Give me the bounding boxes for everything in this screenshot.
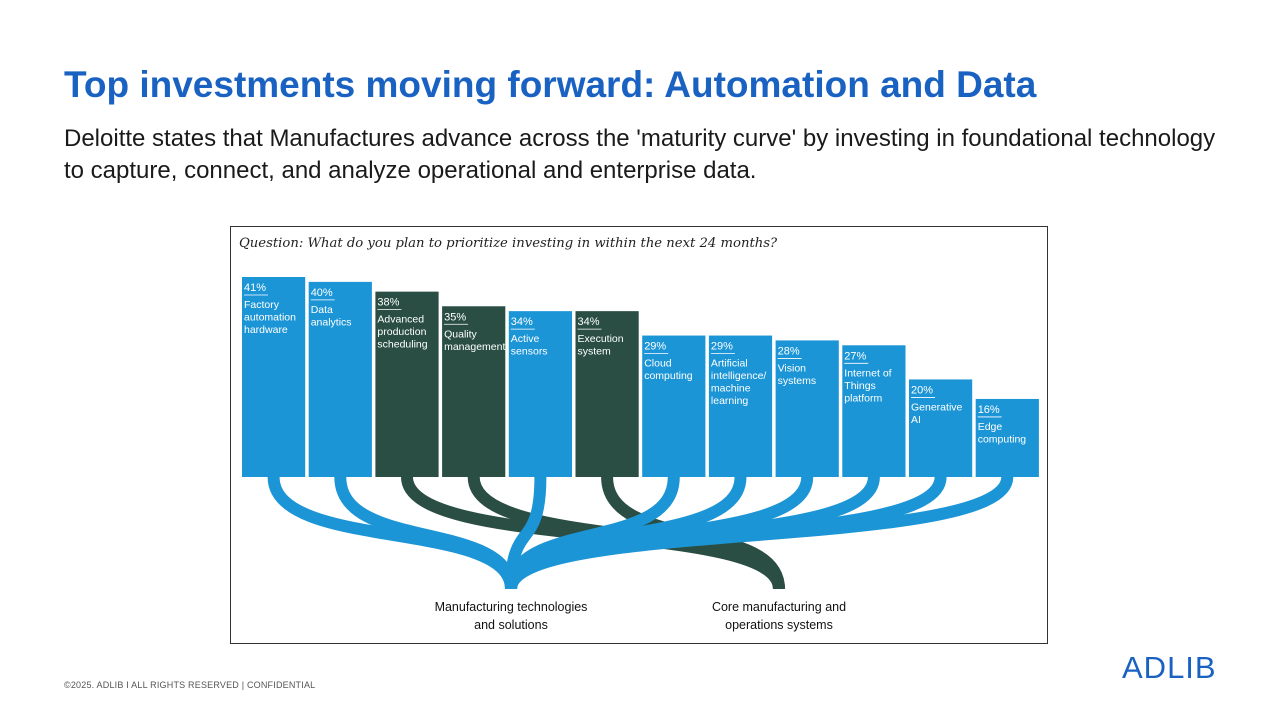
bar-category-label: Data xyxy=(311,304,333,316)
bar-category-label: automation xyxy=(244,312,296,324)
bar-category-label: Advanced xyxy=(377,314,424,326)
bar xyxy=(708,335,773,477)
bar-value-label: 20% xyxy=(911,384,933,396)
flow-ribbon xyxy=(334,476,517,590)
bar xyxy=(442,306,506,477)
bar-category-label: machine xyxy=(711,383,751,395)
chart-question-title: Question: What do you plan to prioritize… xyxy=(239,236,778,251)
bar-category-label: Edge xyxy=(978,421,1003,433)
bar-value-label: 29% xyxy=(644,341,666,353)
bar-category-label: Execution xyxy=(578,333,624,345)
bar xyxy=(909,379,973,477)
bar xyxy=(975,398,1039,477)
bar xyxy=(775,340,839,477)
bar-category-label: production xyxy=(377,326,426,338)
footer-copyright: ©2025. ADLIB I ALL RIGHTS RESERVED | CON… xyxy=(64,680,316,690)
bar xyxy=(575,311,639,477)
group-label: operations systems xyxy=(725,618,833,632)
bar-value-label: 34% xyxy=(511,316,533,328)
bar-category-label: platform xyxy=(844,392,882,404)
bar-value-label: 16% xyxy=(978,404,1000,416)
bar-value-label: 34% xyxy=(578,316,600,328)
bar-category-label: management xyxy=(444,341,505,353)
group-label: and solutions xyxy=(474,618,548,632)
bar-category-label: system xyxy=(578,346,612,358)
bar xyxy=(842,345,906,477)
bar-category-label: systems xyxy=(778,375,817,387)
flow-ribbon xyxy=(505,475,1014,591)
bar-category-label: analytics xyxy=(311,316,352,328)
bar-category-label: Generative xyxy=(911,401,963,413)
bar-value-label: 28% xyxy=(778,345,800,357)
bar-category-label: Vision xyxy=(778,362,807,374)
bar-value-label: 41% xyxy=(244,282,266,294)
group-label: Manufacturing technologies xyxy=(435,600,588,614)
bar-category-label: Quality xyxy=(444,328,477,340)
bar xyxy=(308,281,372,477)
slide-subtitle: Deloitte states that Manufactures advanc… xyxy=(64,125,1216,184)
bar-category-label: computing xyxy=(978,433,1027,445)
investment-priorities-chart: Question: What do you plan to prioritize… xyxy=(239,236,1039,632)
bar-category-label: Artificial xyxy=(711,358,748,370)
bar-category-label: Things xyxy=(844,380,876,392)
bar-value-label: 35% xyxy=(444,311,466,323)
bar xyxy=(242,277,306,477)
bar-category-label: sensors xyxy=(511,346,548,358)
bar-category-label: Factory xyxy=(244,299,280,311)
bar xyxy=(508,311,572,477)
slide-title: Top investments moving forward: Automati… xyxy=(64,64,1037,105)
bar-value-label: 27% xyxy=(844,350,866,362)
bar-category-label: computing xyxy=(644,370,693,382)
bar xyxy=(642,335,706,477)
chart-frame: Question: What do you plan to prioritize… xyxy=(230,226,1048,644)
group-label: Core manufacturing and xyxy=(712,600,846,614)
bar-category-label: Active xyxy=(511,333,540,345)
bar-category-label: Internet of xyxy=(844,367,891,379)
bar-value-label: 38% xyxy=(377,297,399,309)
adlib-logo: ADLIB xyxy=(1122,650,1217,685)
bar-value-label: 29% xyxy=(711,341,733,353)
bar xyxy=(375,291,439,477)
bar-category-label: scheduling xyxy=(377,339,427,351)
bar-category-label: learning xyxy=(711,395,749,407)
bar-category-label: Cloud xyxy=(644,358,672,370)
bar-value-label: 40% xyxy=(311,287,333,299)
bar-category-label: hardware xyxy=(244,324,288,336)
bar-category-label: AI xyxy=(911,414,921,426)
bar-category-label: intelligence/ xyxy=(711,370,767,382)
